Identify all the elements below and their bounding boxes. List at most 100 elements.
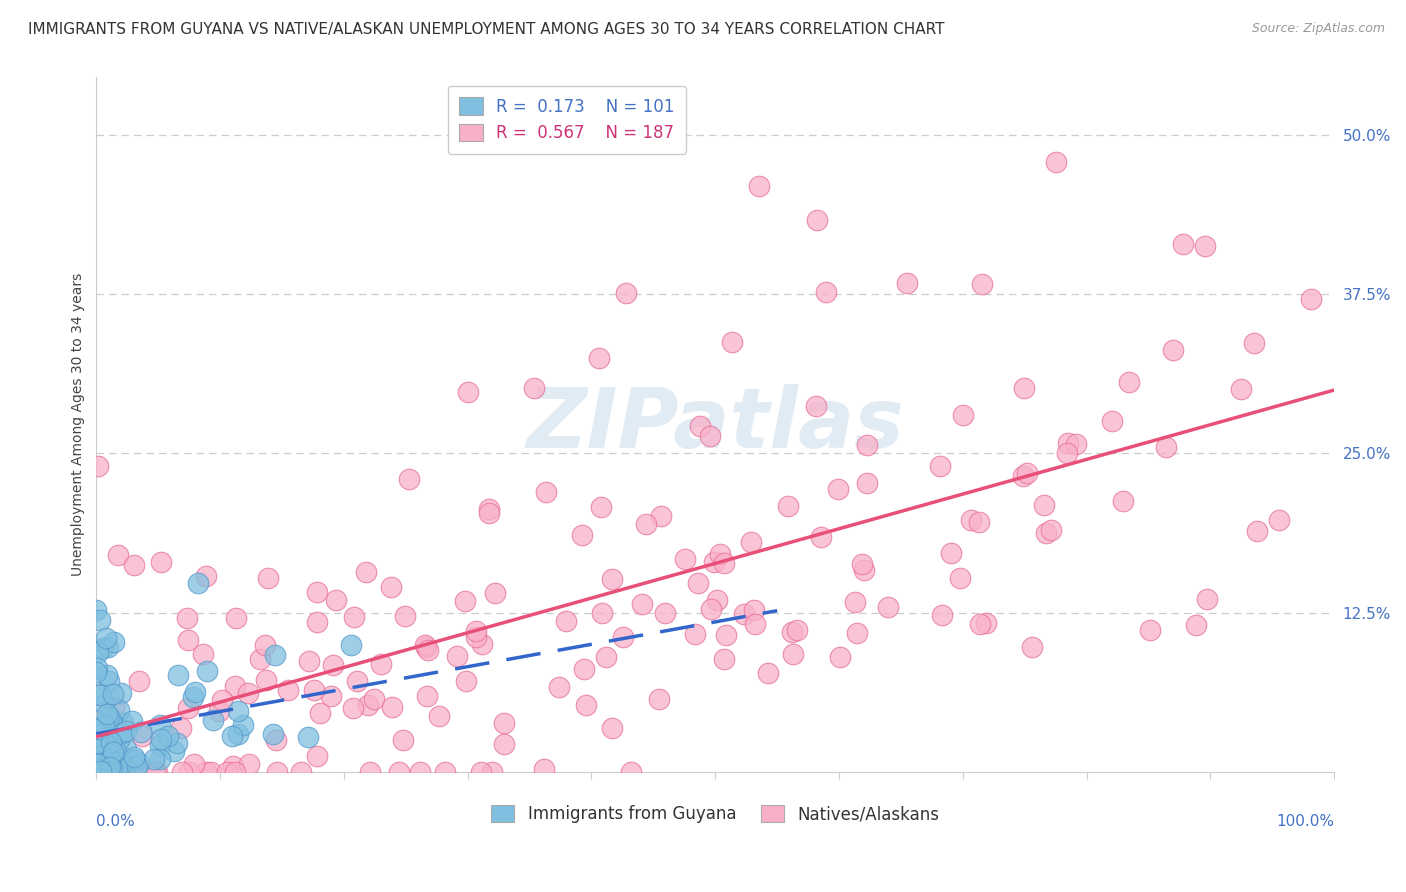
Point bbox=[1139, 623, 1161, 637]
Point bbox=[236, 686, 259, 700]
Point bbox=[856, 475, 879, 490]
Point bbox=[225, 610, 247, 624]
Point bbox=[96, 765, 118, 780]
Point bbox=[650, 508, 672, 523]
Point bbox=[1015, 466, 1038, 480]
Point bbox=[721, 334, 744, 349]
Point bbox=[224, 679, 246, 693]
Point bbox=[967, 515, 990, 529]
Point bbox=[830, 649, 852, 664]
Point bbox=[124, 753, 146, 767]
Point bbox=[91, 640, 114, 655]
Point bbox=[713, 556, 735, 570]
Point bbox=[90, 753, 112, 767]
Point bbox=[756, 666, 779, 681]
Point bbox=[86, 731, 108, 746]
Point bbox=[492, 737, 515, 751]
Point bbox=[103, 687, 125, 701]
Point bbox=[125, 759, 148, 773]
Point bbox=[94, 738, 117, 752]
Point bbox=[600, 721, 623, 735]
Point bbox=[108, 733, 131, 747]
Point bbox=[1194, 239, 1216, 253]
Point bbox=[177, 701, 200, 715]
Point bbox=[98, 738, 121, 752]
Point bbox=[305, 748, 328, 763]
Point bbox=[700, 602, 723, 616]
Point bbox=[156, 730, 179, 744]
Point bbox=[253, 638, 276, 652]
Point bbox=[357, 698, 380, 713]
Point bbox=[970, 277, 993, 291]
Point bbox=[952, 409, 974, 423]
Point bbox=[163, 744, 186, 758]
Point bbox=[1112, 493, 1135, 508]
Point bbox=[939, 546, 962, 560]
Text: IMMIGRANTS FROM GUYANA VS NATIVE/ALASKAN UNEMPLOYMENT AMONG AGES 30 TO 34 YEARS : IMMIGRANTS FROM GUYANA VS NATIVE/ALASKAN… bbox=[28, 22, 945, 37]
Point bbox=[90, 737, 112, 751]
Point bbox=[1021, 640, 1043, 655]
Point bbox=[142, 752, 165, 766]
Point bbox=[177, 765, 200, 780]
Point bbox=[636, 516, 658, 531]
Point bbox=[86, 725, 108, 739]
Point bbox=[307, 615, 329, 629]
Point bbox=[87, 723, 110, 737]
Point bbox=[93, 749, 115, 764]
Point bbox=[363, 692, 385, 706]
Point bbox=[114, 765, 136, 780]
Point bbox=[101, 743, 124, 757]
Point bbox=[876, 600, 898, 615]
Point bbox=[98, 753, 121, 767]
Point bbox=[470, 765, 492, 780]
Point bbox=[108, 703, 131, 717]
Text: 100.0%: 100.0% bbox=[1277, 814, 1334, 829]
Point bbox=[97, 674, 120, 689]
Point bbox=[97, 710, 120, 724]
Point bbox=[1064, 437, 1087, 451]
Point bbox=[96, 668, 118, 682]
Point bbox=[786, 624, 808, 638]
Point bbox=[931, 607, 953, 622]
Point bbox=[150, 731, 173, 746]
Point bbox=[211, 692, 233, 706]
Point bbox=[572, 662, 595, 676]
Point bbox=[89, 765, 111, 780]
Point bbox=[187, 576, 209, 591]
Point bbox=[706, 593, 728, 607]
Point bbox=[1056, 435, 1078, 450]
Point bbox=[307, 584, 329, 599]
Point bbox=[548, 680, 571, 694]
Point bbox=[90, 746, 112, 760]
Point bbox=[93, 697, 115, 711]
Point bbox=[413, 638, 436, 652]
Point bbox=[1161, 343, 1184, 357]
Point bbox=[90, 749, 112, 764]
Point bbox=[121, 714, 143, 728]
Point bbox=[1012, 381, 1035, 395]
Point bbox=[810, 530, 832, 544]
Point bbox=[86, 732, 108, 747]
Point bbox=[846, 625, 869, 640]
Point bbox=[370, 657, 392, 672]
Point bbox=[101, 761, 124, 775]
Point bbox=[827, 482, 849, 496]
Point bbox=[97, 763, 120, 777]
Point bbox=[748, 179, 770, 194]
Point bbox=[94, 631, 117, 645]
Point bbox=[110, 686, 132, 700]
Point bbox=[574, 698, 596, 712]
Point bbox=[588, 351, 610, 365]
Point bbox=[960, 513, 983, 527]
Point bbox=[131, 729, 153, 743]
Point bbox=[1246, 524, 1268, 539]
Point bbox=[183, 756, 205, 771]
Point bbox=[418, 643, 440, 657]
Point bbox=[143, 765, 166, 780]
Point bbox=[90, 764, 112, 778]
Point bbox=[87, 739, 110, 754]
Point bbox=[309, 706, 332, 720]
Point bbox=[166, 667, 188, 681]
Point bbox=[87, 765, 110, 780]
Point bbox=[612, 630, 634, 644]
